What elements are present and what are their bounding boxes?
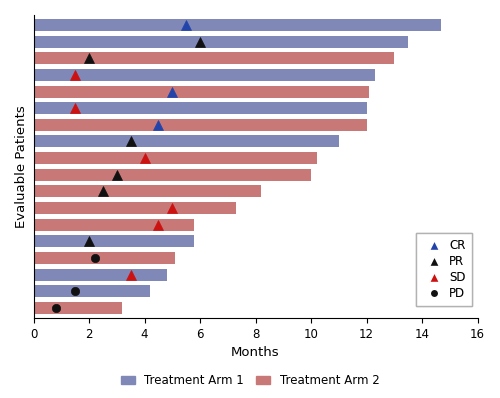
Bar	[34, 152, 317, 164]
Bar	[34, 219, 194, 231]
Bar	[34, 52, 394, 64]
Bar	[34, 235, 194, 247]
Bar	[34, 69, 375, 81]
Bar	[34, 36, 408, 48]
Bar	[34, 252, 175, 264]
Bar	[34, 285, 150, 297]
Bar	[34, 102, 366, 114]
Bar	[34, 135, 339, 147]
Bar	[34, 185, 261, 197]
Y-axis label: Evaluable Patients: Evaluable Patients	[15, 105, 28, 228]
Bar	[34, 86, 369, 98]
Legend: CR, PR, SD, PD: CR, PR, SD, PD	[416, 233, 472, 306]
Legend: Treatment Arm 1, Treatment Arm 2: Treatment Arm 1, Treatment Arm 2	[116, 370, 384, 392]
Bar	[34, 302, 122, 314]
Bar	[34, 269, 166, 281]
Bar	[34, 202, 236, 214]
Bar	[34, 169, 311, 181]
Bar	[34, 119, 366, 131]
X-axis label: Months: Months	[231, 346, 280, 359]
Bar	[34, 19, 442, 31]
